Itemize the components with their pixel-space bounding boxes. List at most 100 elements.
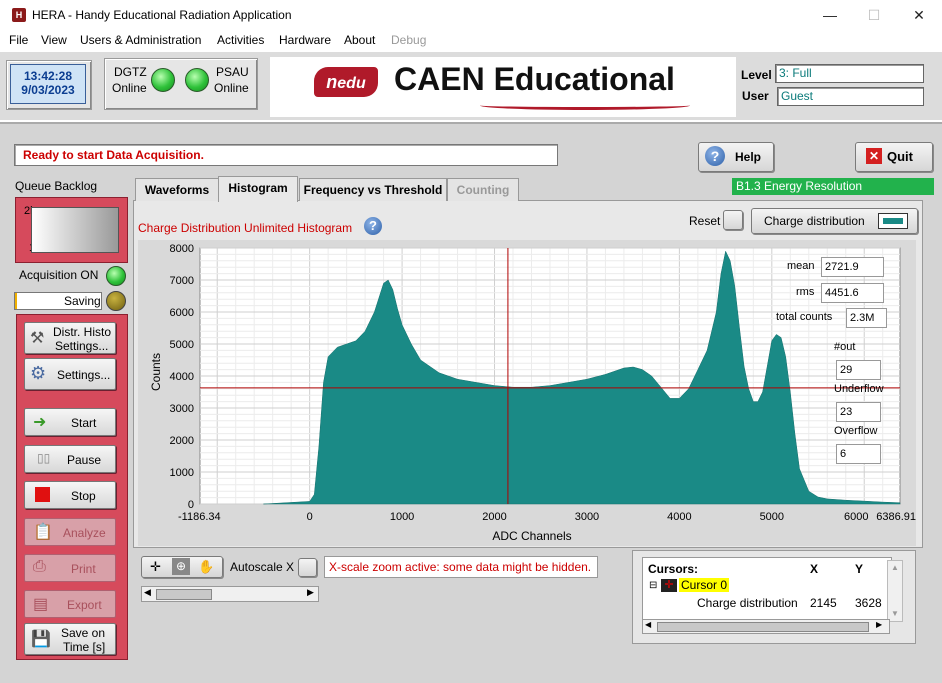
queue-backlog-plot [31,207,119,253]
y-tick-label: 2000 [170,435,194,447]
distr-line2: Settings... [55,339,109,353]
x-scrollbar[interactable]: ◀ ▶ [141,586,319,602]
x-tick-label: -1186.34 [178,511,221,523]
red-x-icon: ✕ [866,148,882,164]
tab-waveforms[interactable]: Waveforms [135,178,219,201]
question-circle-icon: ? [705,146,725,166]
mean-label: mean [787,260,815,272]
total-counts-label: total counts [776,311,833,323]
y-tick-label: 8000 [170,243,194,255]
scroll-thumb[interactable] [156,589,212,600]
x-tick-label: 3000 [575,511,599,523]
psau-led-icon [185,68,209,92]
analyze-button: 📋 Analyze [24,518,116,546]
total-counts-value: 2.3M [846,308,887,328]
y-tick-label: 6000 [170,307,194,319]
save-on-time-button[interactable]: 💾 Save on Time [s] [24,623,116,655]
x-axis-label: ADC Channels [492,529,571,543]
export-button: ▤ Export [24,590,116,618]
y-tick-label: 1000 [170,467,194,479]
green-arrow-icon: ➜ [33,414,47,431]
histogram-chart[interactable]: -1186.34 0 1000 2000 3000 4000 5000 6000 6386.91… [138,240,916,550]
tab-counting[interactable]: Counting [447,178,519,201]
pan-hand-icon[interactable]: ✋ [198,559,215,574]
y-tick-label: 3000 [170,403,194,415]
scroll-up-icon: ▲ [891,563,899,572]
save-line1: Save on [61,626,106,640]
printer-icon: ⎙ [33,558,46,575]
help-button[interactable]: ? Help [698,142,774,172]
gear-icon: ⚙ [30,363,47,383]
underflow-label: Underflow [834,383,884,395]
stop-button[interactable]: Stop [24,481,116,509]
clipboard-icon: 📋 [33,524,53,541]
cursor-x-value: 2145 [810,596,837,610]
y-tick-label: 7000 [170,275,194,287]
x-tick-label: 6386.91 [876,511,916,523]
start-button[interactable]: ➜ Start [24,408,116,436]
level-label: Level [741,68,772,82]
tab-frequency-threshold[interactable]: Frequency vs Threshold [299,178,447,201]
out-label: #out [834,341,856,353]
menu-users-administration[interactable]: Users & Administration [80,33,202,47]
out-value: 29 [836,360,881,380]
tools-icon: ⚒ [30,330,45,347]
histogram-help-icon[interactable]: ? [364,217,382,235]
menu-view[interactable]: View [41,33,67,47]
x-tick-label: 6000 [844,511,868,523]
status-message: Ready to start Data Acquisition. [14,144,558,166]
clock-display: 13:42:28 9/03/2023 [10,64,86,104]
clock-time: 13:42:28 [23,69,73,83]
maximize-icon[interactable]: ☐ [867,7,881,23]
plot-legend-icon [878,213,908,229]
analyze-label: Analyze [63,526,106,540]
tab-histogram[interactable]: Histogram [218,176,298,202]
scroll-right-icon[interactable]: ▶ [307,587,314,597]
menu-debug: Debug [391,33,427,47]
help-label: Help [735,150,762,164]
menu-file[interactable]: File [9,33,29,47]
cursor-scroll-thumb [657,622,869,632]
menu-bar [0,31,942,51]
menu-about[interactable]: About [344,33,376,47]
red-square-icon [35,487,50,502]
chart-ticks: -1186.34 0 1000 2000 3000 4000 5000 6000 6386.91… [170,243,916,523]
x-tick-label: 2000 [482,511,506,523]
menu-hardware[interactable]: Hardware [279,33,332,47]
quit-button[interactable]: ✕ Quit [855,142,933,172]
histogram-series [263,250,901,505]
close-icon[interactable]: ✕ [913,7,925,23]
mean-value: 2721.9 [821,257,884,277]
distr-histo-settings-button[interactable]: ⚒ Distr. Histo Settings... [24,322,116,354]
y-axis-label: Counts [149,353,163,391]
clock-date: 9/03/2023 [21,83,75,97]
hera-app-icon: H [12,8,26,22]
pause-label: Pause [67,453,102,467]
scroll-left-icon[interactable]: ◀ [144,587,151,597]
graph-tools-palette[interactable]: ✛ ⊕ ✋ [141,556,223,578]
overflow-value: 6 [836,444,881,464]
quit-label: Quit [887,149,913,164]
menu-activities[interactable]: Activities [217,33,265,47]
cursor-h-scrollbar[interactable]: ◀ ▶ [642,619,890,634]
autoscale-toggle[interactable] [298,558,317,577]
reset-button[interactable] [723,210,743,230]
crosshair-icon[interactable]: ✛ [150,559,161,574]
histogram-title: Charge Distribution Unlimited Histogram [138,221,353,235]
level-field: 3: Full [775,64,924,83]
scroll-right-icon-2: ▶ [876,620,883,629]
zoom-icon[interactable]: ⊕ [172,558,190,575]
pause-button[interactable]: ▯▯ Pause [24,445,116,473]
cursor-v-scrollbar[interactable]: ▲ ▼ [887,560,903,622]
y-tick-label: 4000 [170,371,194,383]
psau-status: Online [214,81,249,95]
autoscale-label: Autoscale X [230,560,295,574]
stop-label: Stop [71,489,96,503]
cursor-name[interactable]: Cursor 0 [679,578,730,592]
print-label: Print [71,562,96,576]
cursor-y-value: 3628 [855,596,882,610]
minimize-icon[interactable]: — [823,7,837,23]
charge-distribution-button[interactable]: Charge distribution [751,208,918,234]
tree-collapse-icon[interactable]: ⊟ [649,580,658,591]
settings-button[interactable]: ⚙ Settings... [24,358,116,390]
